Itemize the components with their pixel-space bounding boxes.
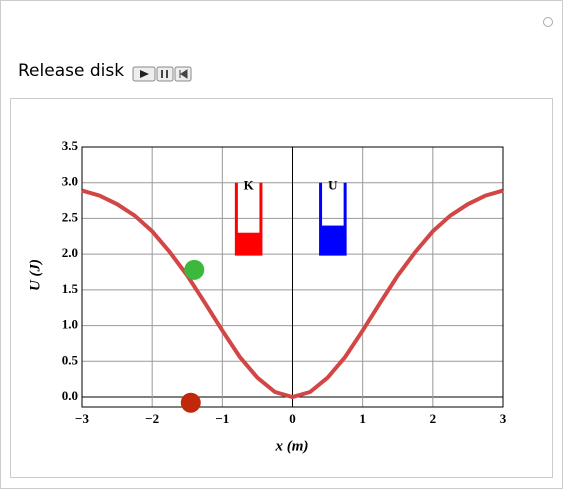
y-axis-label: U (J) [27, 259, 43, 291]
x-tick-label: 3 [500, 411, 507, 426]
control-label: Release disk [18, 61, 124, 81]
plot-box [10, 98, 553, 478]
disk [184, 259, 205, 280]
y-tick-label: 1.0 [62, 317, 78, 332]
energy-bar-label: K [244, 178, 255, 193]
energy-bar-frame [234, 182, 263, 256]
y-tick-label: 1.5 [62, 281, 79, 296]
energy-bar-fill [236, 232, 261, 255]
energy-bar-label: U [328, 178, 338, 193]
energy-bar-label-bg [323, 183, 343, 198]
y-tick-label: 3.5 [62, 138, 79, 153]
x-tick-label: 1 [359, 411, 366, 426]
x-tick-label: −3 [75, 411, 89, 426]
disk [180, 392, 201, 413]
play-icon [140, 70, 149, 78]
y-tick-label: 3.0 [62, 174, 78, 189]
x-tick-label: −1 [215, 411, 229, 426]
plot-frame [81, 146, 504, 408]
x-tick-label: 0 [289, 411, 296, 426]
energy-bar-label-bg [239, 183, 258, 198]
pause-icon [161, 70, 168, 78]
energy-bar-fill [320, 225, 346, 255]
y-tick-label: 0.0 [62, 388, 78, 403]
x-tick-label: 2 [430, 411, 437, 426]
energy-bar-frame [319, 182, 347, 256]
x-tick-label: −2 [145, 411, 159, 426]
reset-icon [179, 69, 188, 79]
y-tick-label: 2.5 [62, 209, 79, 224]
plus-icon[interactable] [543, 17, 553, 27]
pause-button[interactable] [156, 66, 174, 82]
y-tick-label: 0.5 [62, 352, 79, 367]
anim-buttons [132, 66, 192, 82]
energy-curve [81, 188, 504, 400]
x-axis-label: x (m) [275, 438, 309, 454]
y-tick-label: 2.0 [62, 245, 78, 260]
